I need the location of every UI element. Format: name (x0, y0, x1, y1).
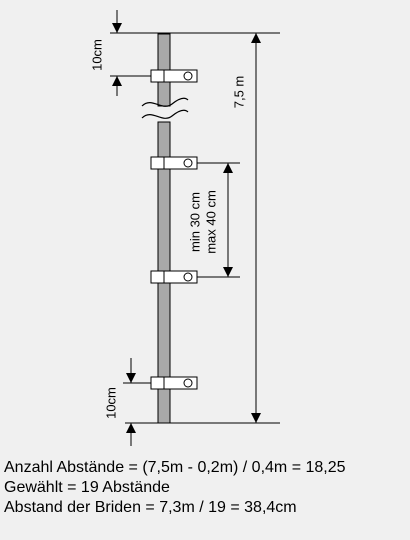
top-gap-dimension (110, 10, 151, 96)
calculation-block: Anzahl Abstände = (7,5m - 0,2m) / 0,4m =… (4, 458, 408, 518)
clamp-third (150, 270, 198, 284)
calc-line-chosen: Gewählt = 19 Abstände (4, 479, 170, 496)
top-gap-label: 10cm (89, 39, 104, 71)
clamp-top (150, 69, 198, 83)
calc-line-intervals: Anzahl Abstände = (7,5m - 0,2m) / 0,4m =… (4, 459, 346, 476)
spacing-min-label: min 30 cm (187, 192, 202, 252)
pipe-break-symbol (141, 97, 189, 119)
clamp-spacing-dimension (197, 162, 240, 278)
bottom-gap-dimension (123, 358, 151, 446)
bottom-gap-label: 10cm (103, 387, 118, 419)
clamp-bottom (150, 376, 198, 390)
pipe-clamp-spacing-diagram: 10cm 10cm 7,5 m min 30 cm max 40 cm (89, 10, 280, 446)
calc-line-spacing: Abstand der Briden = 7,3m / 19 = 38,4cm (4, 499, 297, 516)
spacing-max-label: max 40 cm (203, 190, 218, 254)
clamp-second (150, 156, 198, 170)
total-length-label: 7,5 m (231, 76, 246, 109)
